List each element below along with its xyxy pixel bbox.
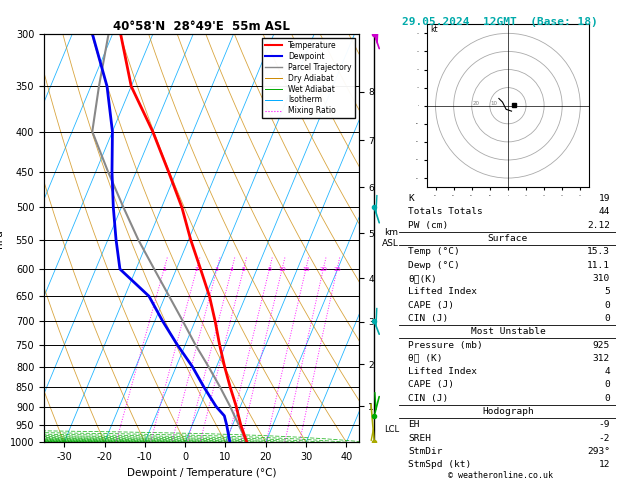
Text: Pressure (mb): Pressure (mb)	[408, 341, 483, 349]
Text: 15: 15	[302, 266, 309, 272]
Text: Totals Totals: Totals Totals	[408, 208, 483, 216]
Text: 8: 8	[267, 266, 271, 272]
Legend: Temperature, Dewpoint, Parcel Trajectory, Dry Adiabat, Wet Adiabat, Isotherm, Mi: Temperature, Dewpoint, Parcel Trajectory…	[262, 38, 355, 119]
Text: 293°: 293°	[587, 447, 610, 456]
Text: PW (cm): PW (cm)	[408, 221, 448, 230]
Text: 20: 20	[320, 266, 327, 272]
Text: Hodograph: Hodograph	[482, 407, 534, 416]
Text: Temp (°C): Temp (°C)	[408, 247, 460, 256]
Text: Lifted Index: Lifted Index	[408, 287, 477, 296]
Text: 20: 20	[472, 101, 480, 106]
Text: 5: 5	[604, 287, 610, 296]
Text: 10: 10	[491, 101, 498, 106]
Text: 0: 0	[604, 300, 610, 310]
Text: 3: 3	[215, 266, 219, 272]
Y-axis label: km
ASL: km ASL	[382, 228, 399, 248]
Text: 19: 19	[598, 194, 610, 203]
Text: 12: 12	[598, 460, 610, 469]
Text: Most Unstable: Most Unstable	[470, 327, 545, 336]
Text: Surface: Surface	[488, 234, 528, 243]
Text: CIN (J): CIN (J)	[408, 394, 448, 403]
Text: -2: -2	[598, 434, 610, 443]
Text: 312: 312	[593, 354, 610, 363]
Text: 0: 0	[604, 314, 610, 323]
Text: CAPE (J): CAPE (J)	[408, 300, 454, 310]
Text: EH: EH	[408, 420, 420, 429]
Text: 11.1: 11.1	[587, 260, 610, 270]
Text: StmDir: StmDir	[408, 447, 443, 456]
Text: K: K	[408, 194, 414, 203]
Text: Dewp (°C): Dewp (°C)	[408, 260, 460, 270]
Text: © weatheronline.co.uk: © weatheronline.co.uk	[448, 471, 552, 480]
Text: 44: 44	[598, 208, 610, 216]
Text: CAPE (J): CAPE (J)	[408, 381, 454, 389]
Text: 2.12: 2.12	[587, 221, 610, 230]
Text: 4: 4	[230, 266, 234, 272]
X-axis label: Dewpoint / Temperature (°C): Dewpoint / Temperature (°C)	[126, 468, 276, 478]
Text: Lifted Index: Lifted Index	[408, 367, 477, 376]
Text: LCL: LCL	[384, 425, 399, 434]
Text: θᴇ (K): θᴇ (K)	[408, 354, 443, 363]
Text: kt: kt	[430, 24, 438, 34]
Text: 925: 925	[593, 341, 610, 349]
Text: θᴇ(K): θᴇ(K)	[408, 274, 437, 283]
Text: 5: 5	[242, 266, 245, 272]
Text: 1: 1	[162, 266, 166, 272]
Text: 310: 310	[593, 274, 610, 283]
Text: 10: 10	[278, 266, 286, 272]
Text: 0: 0	[604, 394, 610, 403]
Text: SREH: SREH	[408, 434, 431, 443]
Text: 15.3: 15.3	[587, 247, 610, 256]
Text: 4: 4	[604, 367, 610, 376]
Text: 29.05.2024  12GMT  (Base: 18): 29.05.2024 12GMT (Base: 18)	[402, 17, 598, 27]
Text: 2: 2	[195, 266, 199, 272]
Text: 25: 25	[333, 266, 341, 272]
Text: 0: 0	[604, 381, 610, 389]
Y-axis label: hPa: hPa	[0, 229, 4, 247]
Text: StmSpd (kt): StmSpd (kt)	[408, 460, 471, 469]
Text: -9: -9	[598, 420, 610, 429]
Text: CIN (J): CIN (J)	[408, 314, 448, 323]
Title: 40°58'N  28°49'E  55m ASL: 40°58'N 28°49'E 55m ASL	[113, 20, 290, 33]
